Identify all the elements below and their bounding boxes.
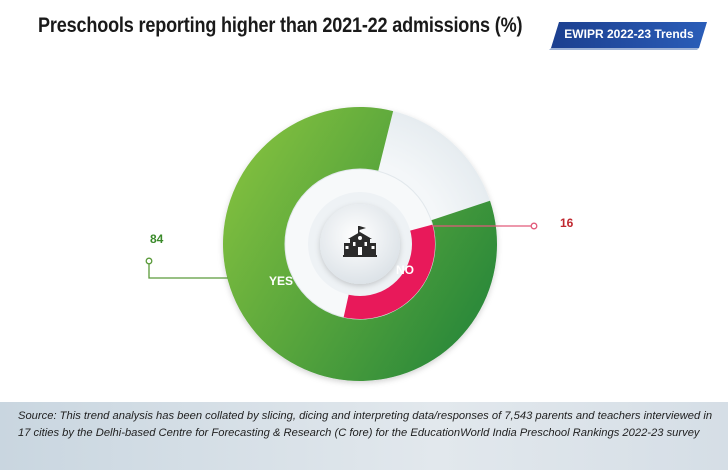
source-footer: Source: This trend analysis has been col…: [0, 402, 728, 470]
callout-line-yes: [148, 263, 228, 279]
chart-title: Preschools reporting higher than 2021-22…: [38, 14, 523, 37]
slice-label-no: NO: [396, 263, 414, 277]
source-note: Source: This trend analysis has been col…: [18, 410, 713, 439]
data-label-yes: 84: [150, 232, 164, 246]
slice-label-yes: YES: [269, 274, 293, 288]
donut-chart: YES NO 16 84: [145, 107, 574, 381]
callout-dot-no: [530, 222, 538, 230]
trends-badge: EWIPR 2022-23 Trends: [549, 20, 709, 50]
callout-dot-yes: [145, 257, 153, 265]
data-label-no: 16: [560, 216, 574, 230]
badge-label: EWIPR 2022-23 Trends: [564, 27, 694, 41]
pie-slice-yes: [222, 107, 497, 381]
school-building-icon: [343, 226, 377, 257]
badge-background: [549, 22, 707, 50]
